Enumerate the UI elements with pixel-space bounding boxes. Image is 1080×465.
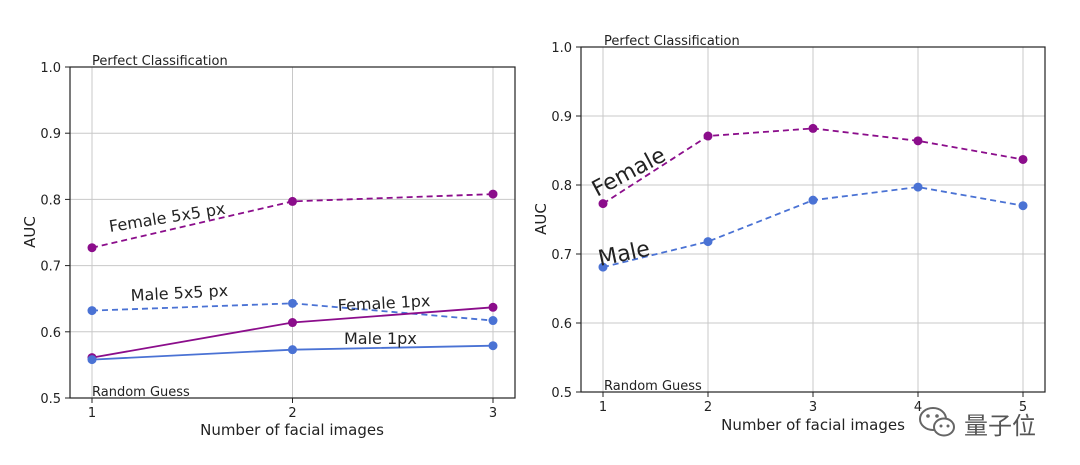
y-tick-label: 0.5 — [40, 392, 61, 407]
x-tick-label: 5 — [1019, 400, 1027, 415]
y-tick-label: 0.8 — [40, 193, 61, 208]
series-label: Female 5x5 px — [108, 199, 227, 236]
x-tick-label: 3 — [489, 406, 497, 421]
y-tick-label: 0.7 — [551, 248, 572, 263]
x-tick-label: 2 — [704, 400, 712, 415]
y-tick-label: 0.9 — [40, 127, 61, 142]
grid-lines — [581, 46, 1045, 393]
data-point — [808, 123, 818, 133]
data-point — [488, 316, 498, 326]
data-point — [703, 131, 713, 141]
data-point — [913, 136, 923, 146]
data-point — [598, 199, 608, 209]
data-point — [488, 302, 498, 312]
data-point — [1018, 201, 1028, 211]
series-male: Male — [596, 182, 1028, 272]
chart-panel-2: 0.5 0.6 0.7 0.8 0.9 1.0 1 2 3 4 5 Number of facial … — [532, 34, 1046, 434]
series-label: Male — [596, 237, 652, 272]
x-tick-label: 4 — [914, 400, 922, 415]
data-point — [288, 298, 297, 308]
data-point — [288, 318, 297, 328]
x-tick-label: 1 — [88, 406, 96, 421]
watermark-text: 量子位 — [964, 412, 1036, 440]
data-point — [703, 237, 713, 247]
y-tick-label: 0.8 — [551, 179, 572, 194]
x-tick-label: 3 — [809, 400, 817, 415]
data-point — [87, 306, 97, 316]
y-tick-label: 0.7 — [40, 260, 61, 275]
y-tick-label: 0.9 — [551, 110, 572, 125]
data-point — [598, 262, 608, 272]
y-tick-label: 0.5 — [551, 386, 572, 401]
chart-panel-1: 0.5 0.6 0.7 0.8 0.9 1.0 1 2 3 Number of facial im… — [21, 54, 516, 439]
series-label: Male 1px — [344, 329, 417, 348]
y-tick-label: 0.6 — [551, 317, 572, 332]
data-point — [288, 345, 297, 355]
annotation-perfect-classification: Perfect Classification — [92, 54, 228, 69]
watermark: 量子位 — [918, 402, 1068, 442]
x-axis-label: Number of facial images — [721, 416, 905, 434]
y-axis-label: AUC — [532, 203, 550, 235]
series-label: Female — [588, 143, 670, 202]
y-axis-label: AUC — [21, 216, 39, 248]
y-tick-label: 1.0 — [40, 61, 61, 76]
data-point — [1018, 154, 1028, 164]
data-point — [488, 341, 498, 351]
data-point — [913, 182, 923, 192]
series-label: Male 5x5 px — [130, 281, 228, 305]
annotation-perfect-classification: Perfect Classification — [604, 34, 740, 49]
x-tick-label: 2 — [288, 406, 296, 421]
x-tick-label: 1 — [599, 400, 607, 415]
annotation-random-guess: Random Guess — [92, 385, 190, 400]
x-axis-label: Number of facial images — [200, 421, 384, 439]
series-label: Female 1px — [337, 291, 431, 315]
data-point — [808, 195, 818, 205]
data-point — [87, 243, 97, 253]
series-male-1px: Male 1px — [87, 329, 498, 365]
wechat-icon — [919, 407, 955, 437]
y-tick-label: 0.6 — [40, 326, 61, 341]
y-tick-label: 1.0 — [551, 41, 572, 56]
data-point — [288, 196, 297, 206]
data-point — [87, 355, 97, 365]
tick-labels: 0.5 0.6 0.7 0.8 0.9 1.0 1 2 3 — [40, 61, 497, 421]
tick-labels: 0.5 0.6 0.7 0.8 0.9 1.0 1 2 3 4 5 — [551, 41, 1027, 415]
data-point — [488, 189, 498, 199]
annotation-random-guess: Random Guess — [604, 379, 702, 394]
